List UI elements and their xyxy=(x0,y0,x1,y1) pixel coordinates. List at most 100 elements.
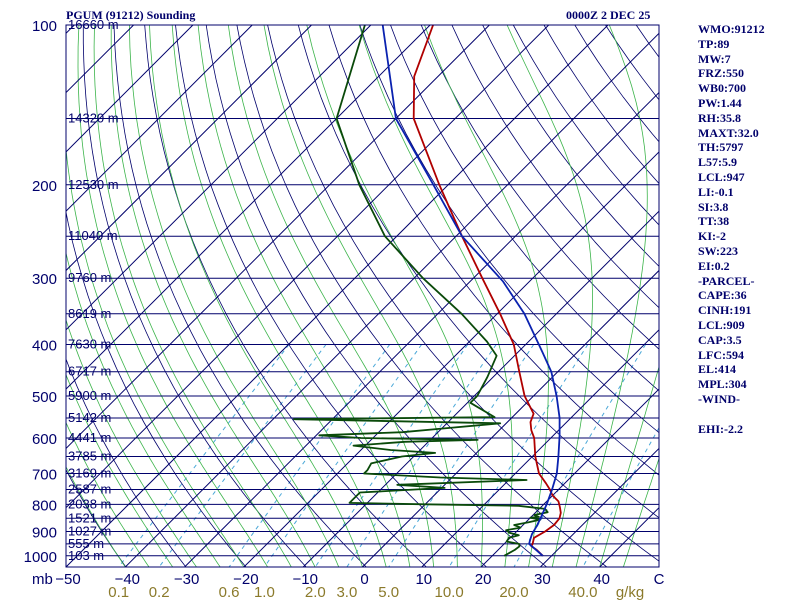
mixing-ratio-line xyxy=(118,344,290,567)
height-label: 9760 m xyxy=(68,270,111,285)
isotherm-line xyxy=(66,25,312,272)
pressure-tick-label: 900 xyxy=(32,524,57,541)
dry-adiabat-line xyxy=(66,210,247,567)
mixing-ratio-label: 0.2 xyxy=(149,584,170,600)
moist-adiabat-line xyxy=(129,25,340,567)
moist-adiabat-line xyxy=(171,25,387,567)
moist-adiabat-line xyxy=(66,421,150,567)
mixing-ratio-label: 10.0 xyxy=(435,584,464,600)
index-item: CAPE:36 xyxy=(698,288,747,303)
height-label: 1521 m xyxy=(68,510,111,525)
isotherm-line xyxy=(124,32,659,567)
dry-adiabat-line xyxy=(205,25,547,567)
sounding-time: 0000Z 2 DEC 25 xyxy=(566,8,651,22)
mixing-ratio-line xyxy=(448,344,589,567)
mixing-ratio-line xyxy=(228,344,391,567)
index-item: TP:89 xyxy=(698,36,730,51)
index-item: -WIND- xyxy=(698,391,740,406)
index-item: EI:0.2 xyxy=(698,258,730,273)
index-item: MAXT:32.0 xyxy=(698,125,759,140)
dry-adiabat-line xyxy=(175,25,487,567)
dry-adiabat-line xyxy=(267,25,659,562)
dry-adiabat-line xyxy=(66,468,127,567)
moist-adiabat-line xyxy=(227,25,435,567)
isotherm-line xyxy=(243,151,659,567)
moist-adiabat-line xyxy=(66,465,126,567)
isotherm-line xyxy=(302,210,659,567)
height-label: 8619 m xyxy=(68,306,111,321)
moist-adiabat-line xyxy=(77,25,268,567)
pressure-tick-label: 200 xyxy=(32,178,57,195)
height-label: 5900 m xyxy=(68,388,111,403)
index-item: LFC:594 xyxy=(698,347,744,362)
height-label: 4441 m xyxy=(68,430,111,445)
dry-adiabat-line xyxy=(759,25,800,567)
index-item: PW:1.44 xyxy=(698,95,742,110)
isotherm-line xyxy=(184,91,659,567)
mixing-ratio-units-label: g/kg xyxy=(616,584,644,600)
index-item: TT:38 xyxy=(698,214,730,229)
dry-adiabat-line xyxy=(574,25,659,143)
index-item: EHI:-2.2 xyxy=(698,421,743,436)
moist-adiabat-line xyxy=(306,25,483,567)
temperature-tick-label: −20 xyxy=(233,571,258,588)
index-item: LCL:947 xyxy=(698,169,745,184)
temperature-tick-label: −50 xyxy=(55,571,80,588)
isotherm-line xyxy=(540,447,659,567)
index-item: LI:-0.1 xyxy=(698,184,734,199)
mixing-ratio-label: 0.6 xyxy=(219,584,240,600)
pressure-tick-label: 300 xyxy=(32,271,57,288)
pressure-tick-label: 500 xyxy=(32,389,57,406)
dry-adiabat-line xyxy=(66,357,187,567)
pressure-tick-label: 800 xyxy=(32,497,57,514)
moist-adiabat-line xyxy=(575,25,648,567)
background-grid xyxy=(0,25,800,567)
index-item xyxy=(698,407,765,422)
pressure-tick-label: 400 xyxy=(32,338,57,355)
isotherm-line xyxy=(66,25,490,450)
moist-adiabat-line xyxy=(149,25,363,567)
parcel-trace xyxy=(381,25,561,557)
stability-indices-panel: WMO:91212 TP:89 MW:7 FRZ:550 WB0:700 PW:1.44 R… xyxy=(698,22,765,436)
index-item: MPL:304 xyxy=(698,377,747,392)
isotherm-line xyxy=(480,388,659,567)
index-item: KI:-2 xyxy=(698,229,726,244)
index-item: CINH:191 xyxy=(698,303,752,318)
isotherm-line xyxy=(0,25,15,567)
temperature-tick-label: −30 xyxy=(174,571,199,588)
plot-frame xyxy=(65,24,660,568)
dry-adiabat-line xyxy=(543,25,659,185)
mixing-ratio-label: 2.0 xyxy=(305,584,326,600)
moist-adiabat-line xyxy=(66,373,174,567)
moist-adiabat-line xyxy=(623,457,659,567)
pressure-tick-label: 100 xyxy=(32,18,57,35)
height-label: 11040 m xyxy=(68,228,118,243)
dry-adiabat-line xyxy=(297,25,659,519)
moist-adiabat-line xyxy=(197,25,411,567)
dry-adiabat-line xyxy=(512,25,659,226)
height-label: 103 m xyxy=(68,548,104,563)
index-item: TH:5797 xyxy=(698,140,744,155)
temperature-tick-label: −40 xyxy=(115,571,140,588)
height-label: 7630 m xyxy=(68,337,111,352)
axis-labels: 16660 m 14320 m 12530 m 11040 m 9760 m 8619 m… xyxy=(24,17,665,600)
height-label: 14320 m xyxy=(68,110,119,125)
dry-adiabat-line xyxy=(328,25,659,476)
index-item: WB0:700 xyxy=(698,81,746,96)
index-item: WMO:91212 xyxy=(698,22,765,36)
isotherm-line xyxy=(66,25,194,153)
height-label: 3169 m xyxy=(68,466,111,481)
index-item: SW:223 xyxy=(698,243,739,258)
mixing-ratio-label: 40.0 xyxy=(568,584,597,600)
moist-adiabat-line xyxy=(506,25,593,567)
index-item: LCL:909 xyxy=(698,317,745,332)
index-item: MW:7 xyxy=(698,51,731,66)
height-label: 2587 m xyxy=(68,481,111,496)
mixing-ratio-line xyxy=(513,344,647,567)
moist-adiabat-line xyxy=(66,251,221,567)
height-label: 6717 m xyxy=(68,364,111,379)
index-item: CAP:3.5 xyxy=(698,332,742,347)
dry-adiabat-line xyxy=(482,25,659,267)
station-title: PGUM (91212) Sounding xyxy=(66,8,196,22)
